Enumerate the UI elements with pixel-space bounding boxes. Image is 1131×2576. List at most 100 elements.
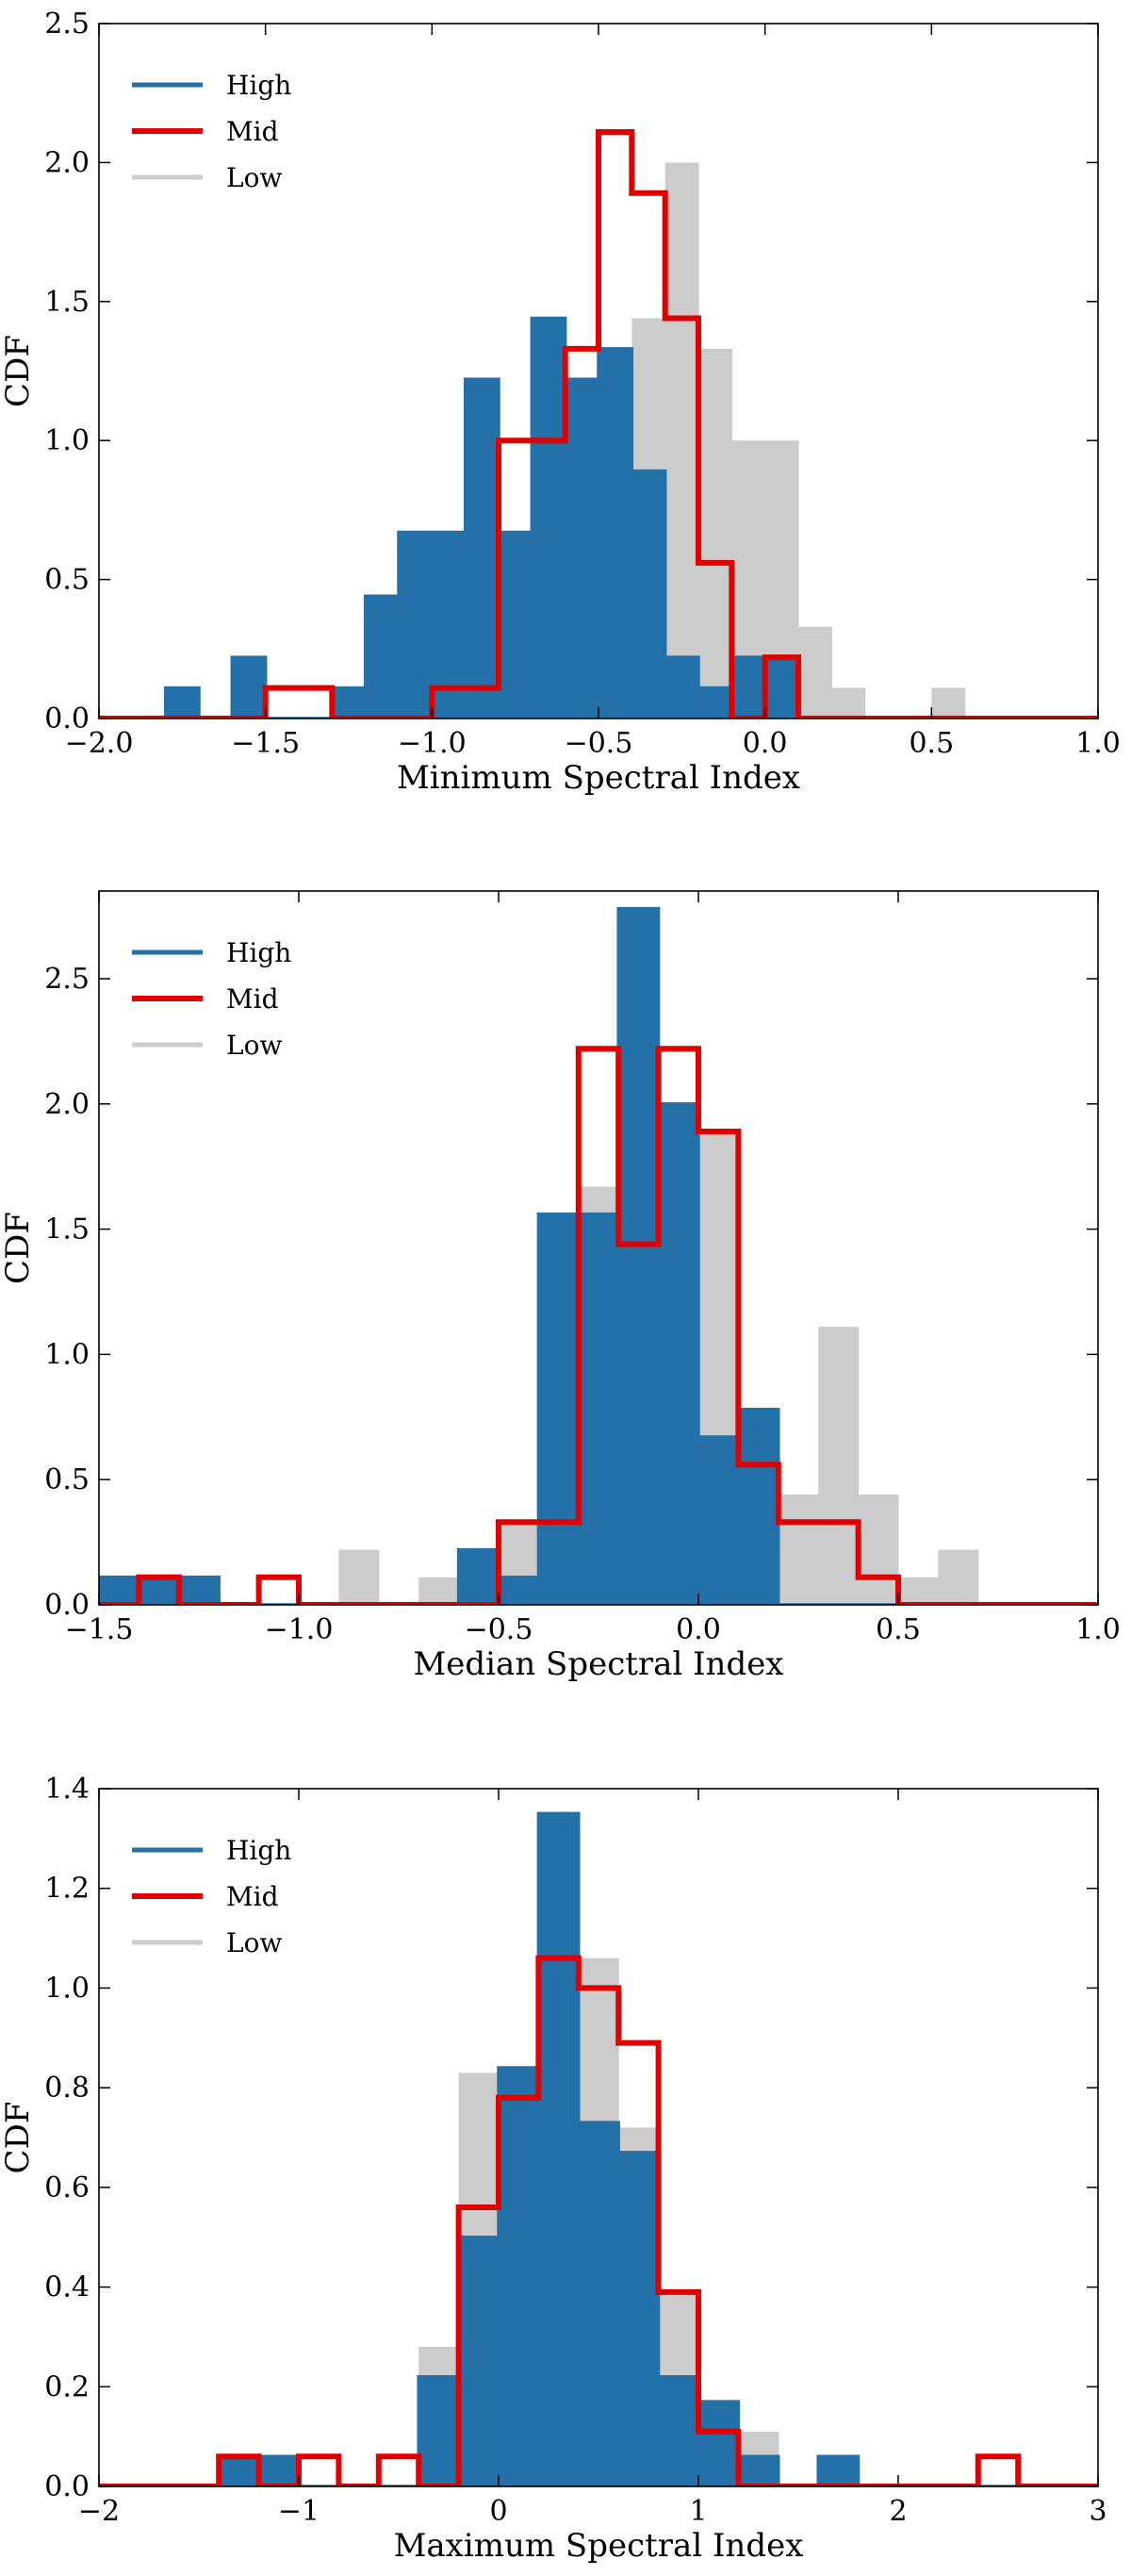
bar-low <box>418 1577 460 1605</box>
legend: High Mid Low <box>132 1835 291 1958</box>
y-tick-label: 0.6 <box>44 2171 90 2204</box>
bar-low <box>818 1327 860 1605</box>
bar-low <box>931 687 966 718</box>
bar-high <box>418 2376 460 2486</box>
x-tick-label: 0 <box>489 2495 507 2528</box>
legend: High Mid Low <box>132 70 291 193</box>
bar-high <box>365 596 400 718</box>
x-axis-label: Minimum Spectral Index <box>397 759 800 797</box>
chart-panel-2: −1.5 −1.0 −0.5 0.0 0.5 1.0 0.0 0.5 1.0 1.5 2.0 2.5 M… <box>0 890 1121 1683</box>
y-tick-label: 0.4 <box>44 2271 90 2304</box>
bar-high <box>532 318 566 718</box>
x-tick-label: −2.0 <box>65 727 134 760</box>
bar-low <box>858 1494 899 1605</box>
y-tick-label: 0.0 <box>44 1589 90 1622</box>
x-tick-label: 0.5 <box>909 727 954 760</box>
y-tick-label: 0.0 <box>44 2470 90 2503</box>
x-tick-label: 1.0 <box>1075 727 1121 760</box>
bar-high <box>738 2456 779 2486</box>
x-axis-label: Median Spectral Index <box>413 1645 783 1683</box>
bar-high <box>658 2376 699 2486</box>
x-tick-label: 0.0 <box>676 1613 721 1646</box>
bar-high <box>764 657 799 718</box>
y-axis-label: CDF <box>0 1212 37 1284</box>
axes-frame <box>98 890 1099 1606</box>
bar-low <box>664 162 699 718</box>
bar-high <box>232 657 267 718</box>
x-axis-label: Maximum Spectral Index <box>394 2527 804 2565</box>
bar-high <box>818 2456 860 2486</box>
step-line-mid <box>99 129 1098 718</box>
y-tick-label: 1.0 <box>44 1972 90 2005</box>
bar-high <box>332 687 367 718</box>
y-tick-label: 1.2 <box>44 1873 90 1906</box>
plot-area <box>99 129 1098 718</box>
bar-high <box>618 2152 660 2486</box>
bar-high <box>598 348 632 718</box>
bar-low <box>798 626 832 718</box>
chart-panel-3: −2 −1 0 1 2 3 0.0 0.2 0.4 0.6 0.8 1.0 1.2 1.4 Maximum … <box>0 1773 1107 2565</box>
bar-high <box>658 1103 699 1605</box>
x-tick-label: −0.5 <box>465 1613 533 1646</box>
legend: High Mid Low <box>132 937 291 1061</box>
y-tick-label: 0.5 <box>44 564 90 597</box>
x-tick-label: 1 <box>689 2495 707 2528</box>
bar-high <box>618 908 660 1605</box>
bar-low <box>698 348 732 718</box>
chart-panel-1: −2.0 −1.5 −1.0 −0.5 0.0 0.5 1.0 0.0 0.5 1.0 1.5 2.0… <box>0 8 1121 797</box>
x-tick-label: −1 <box>278 2495 320 2528</box>
y-tick-label: 1.5 <box>44 286 90 319</box>
step-line-mid <box>99 1046 1098 1605</box>
plot-area <box>99 1811 1098 2486</box>
bar-high <box>738 1409 779 1605</box>
bar-high <box>578 1214 619 1605</box>
bar-high <box>664 657 699 718</box>
legend-label-low: Low <box>226 1927 282 1958</box>
bar-high <box>578 2122 619 2486</box>
bar-high <box>139 1577 180 1605</box>
plot-area <box>99 906 1098 1605</box>
x-tick-label: 3 <box>1089 2495 1106 2528</box>
bar-high <box>458 1549 500 1605</box>
bar-low <box>898 1577 939 1605</box>
y-tick-label: 0.5 <box>44 1463 90 1496</box>
legend-label-mid: Mid <box>226 983 279 1015</box>
x-tick-label: 2 <box>889 2495 907 2528</box>
bar-low <box>938 1549 979 1605</box>
bar-high <box>258 2456 300 2486</box>
bar-high <box>499 532 533 718</box>
y-tick-label: 2.0 <box>44 146 90 179</box>
legend-label-high: High <box>226 1835 291 1866</box>
legend-label-low: Low <box>226 162 282 193</box>
legend-label-high: High <box>226 937 291 968</box>
bar-high <box>165 687 200 718</box>
legend-label-mid: Mid <box>226 1881 279 1912</box>
axes-frame <box>98 1788 1099 2487</box>
legend-label-high: High <box>226 70 291 101</box>
bar-low <box>831 687 866 718</box>
x-tick-label: 0.5 <box>876 1613 921 1646</box>
x-tick-label: −0.5 <box>565 727 633 760</box>
y-axis-label: CDF <box>0 2102 37 2174</box>
step-line-high <box>99 1811 1098 2486</box>
bar-high <box>99 1577 139 1605</box>
y-tick-label: 2.0 <box>44 1088 90 1121</box>
y-tick-label: 1.5 <box>44 1214 90 1247</box>
x-tick-label: −1.0 <box>398 727 467 760</box>
x-tick-label: −2 <box>78 2495 120 2528</box>
legend-label-mid: Mid <box>226 116 279 147</box>
y-tick-label: 1.0 <box>44 424 90 457</box>
bar-low <box>778 1494 819 1605</box>
bar-high <box>631 471 666 718</box>
x-tick-label: −1.0 <box>265 1613 334 1646</box>
bar-high <box>731 657 766 718</box>
bar-high <box>538 1214 580 1605</box>
bar-high <box>698 1437 739 1605</box>
bar-high <box>698 687 732 718</box>
x-tick-label: −1.5 <box>231 727 300 760</box>
y-tick-label: 2.5 <box>44 8 90 41</box>
step-line-high <box>99 316 1098 718</box>
x-tick-label: 0.0 <box>743 727 788 760</box>
x-tick-label: 1.0 <box>1075 1613 1121 1646</box>
